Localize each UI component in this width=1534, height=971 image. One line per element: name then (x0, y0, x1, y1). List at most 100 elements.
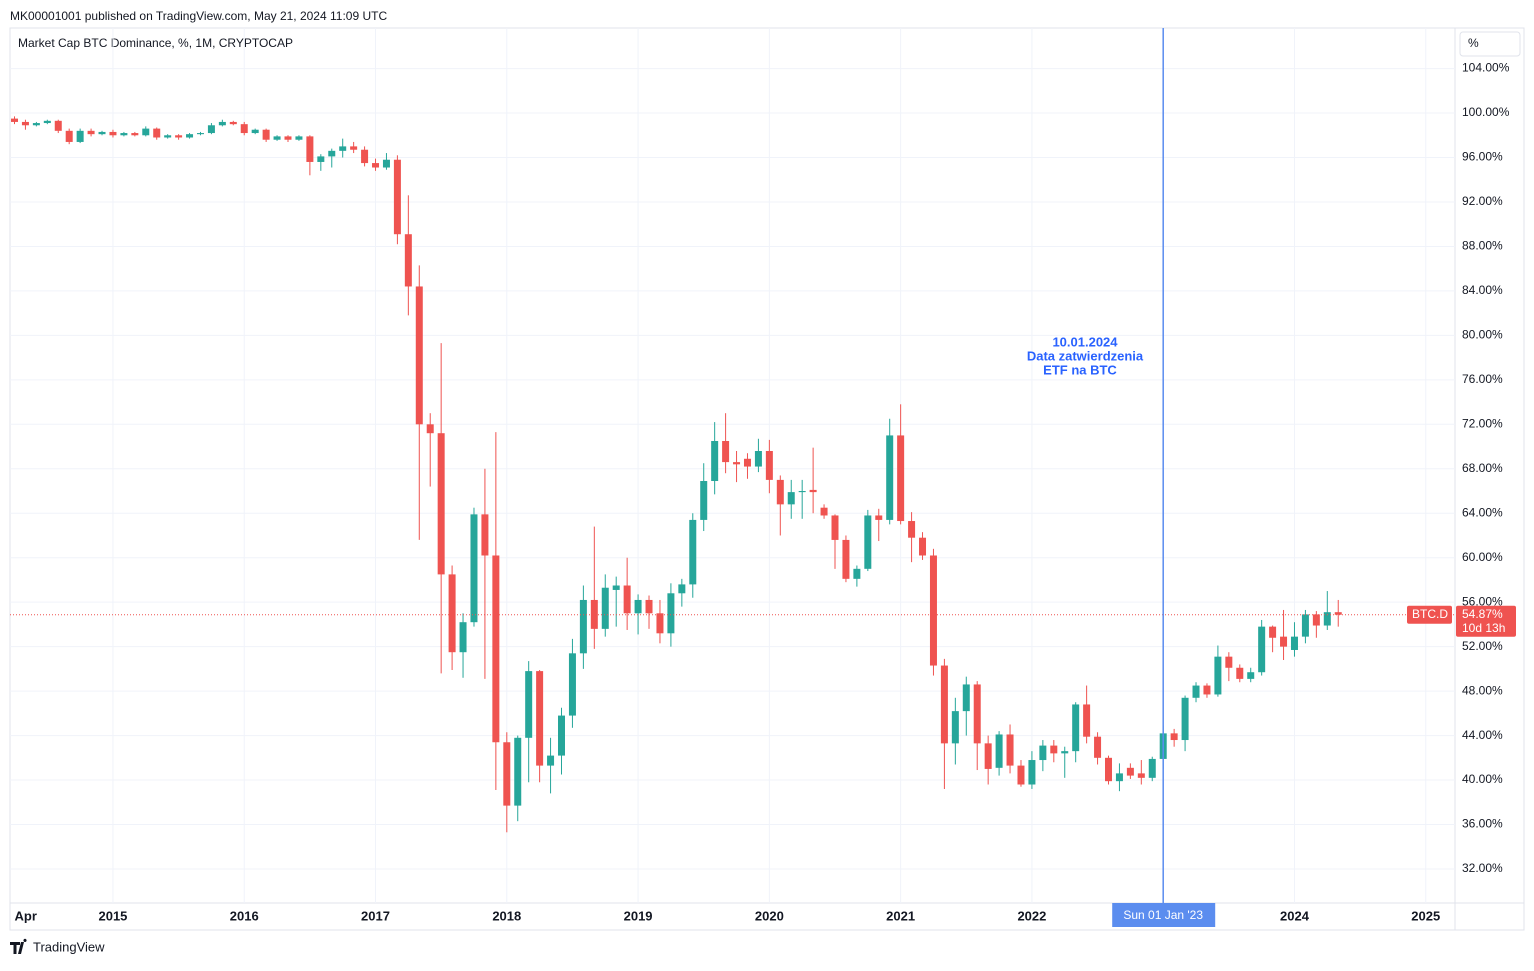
candle-body (328, 150, 336, 157)
candle-body (1137, 773, 1145, 778)
candle-body (689, 519, 697, 585)
logo-mark (10, 938, 27, 954)
candle-body (470, 514, 478, 623)
vline-label: Sun 01 Jan '23 (1123, 908, 1203, 922)
candle-body (886, 435, 894, 520)
candle-body (21, 121, 29, 126)
candle-body (393, 159, 401, 235)
candle-body (218, 121, 226, 126)
candle-body (1148, 758, 1156, 778)
candle-body (634, 599, 642, 614)
x-tick-label: 2021 (886, 908, 915, 923)
y-tick-label: 84.00% (1462, 283, 1503, 297)
candle-body (11, 118, 18, 122)
x-tick-label: 2017 (361, 908, 390, 923)
candle-body (678, 584, 686, 594)
candle-body (1181, 697, 1189, 741)
candle-body (295, 136, 303, 140)
y-tick-label: 76.00% (1462, 372, 1503, 386)
frame (9, 27, 1525, 931)
candle-body (973, 684, 981, 744)
candle-body (733, 462, 741, 465)
y-tick-label: 44.00% (1462, 728, 1503, 742)
candle-body (1115, 773, 1123, 782)
candle-body (1192, 685, 1200, 698)
candle-body (864, 515, 872, 569)
candle-body (98, 131, 106, 135)
y-tick-label: 68.00% (1462, 461, 1503, 475)
price-box (1456, 605, 1516, 637)
candle-body (1236, 667, 1244, 679)
annotation: 10.01.2024 (1052, 334, 1118, 349)
candle-body (995, 734, 1003, 768)
candle-body (1083, 704, 1091, 737)
candle-body (492, 555, 500, 743)
candle-body (809, 489, 817, 493)
candle-body (1312, 614, 1320, 626)
candle-body (262, 129, 270, 140)
candle-body (1105, 757, 1112, 782)
candle-body (372, 163, 380, 168)
annotation: Data zatwierdzenia (1027, 348, 1144, 363)
candle-body (306, 136, 314, 162)
x-tick-label: 2018 (492, 908, 521, 923)
candle-body (1334, 612, 1342, 615)
candle-body (875, 515, 883, 520)
candle-body (612, 585, 620, 590)
candle-body (1039, 745, 1047, 761)
grid (10, 28, 1455, 903)
candle-body (1225, 656, 1233, 668)
candle-body (929, 555, 937, 666)
candle-body (153, 128, 161, 138)
candle-body (1072, 704, 1080, 752)
candle-body (1017, 765, 1025, 785)
candle-body (831, 515, 839, 540)
price-countdown: 10d 13h (1462, 621, 1505, 635)
candle-body (700, 481, 708, 520)
candle-body (536, 671, 544, 766)
y-tick-label: 80.00% (1462, 328, 1503, 342)
x-tick-label: 2016 (230, 908, 259, 923)
candle-body (590, 599, 598, 629)
candle-body (437, 433, 445, 575)
candle-body (1280, 636, 1288, 647)
candle-body (1061, 751, 1069, 754)
candle-body (1301, 614, 1309, 637)
candle-body (142, 128, 150, 136)
scale-unit[interactable]: % (1468, 36, 1479, 50)
candle-body (940, 665, 948, 744)
candle-body (568, 653, 576, 716)
candle-body (1126, 767, 1134, 776)
y-tick-label: 72.00% (1462, 416, 1503, 430)
header: MK00001001 published on TradingView.com,… (10, 9, 387, 23)
candle-body (339, 146, 347, 151)
candle-body (1170, 733, 1178, 741)
y-tick-label: 48.00% (1462, 683, 1503, 697)
candle-body (65, 130, 73, 142)
candle-body (426, 424, 434, 434)
candle-body (601, 587, 609, 629)
candle-body (1006, 734, 1014, 766)
candle-body (1028, 760, 1036, 785)
y-tick-label: 100.00% (1462, 105, 1510, 119)
candle-body (667, 593, 675, 634)
candle-body (1323, 612, 1331, 626)
x-tick-label: Apr (15, 908, 37, 923)
scale-button[interactable] (1459, 31, 1521, 57)
candle-body (798, 491, 806, 493)
candle-body (43, 120, 51, 124)
candle-body (109, 131, 117, 136)
candle-body (547, 755, 555, 766)
candle-body (164, 135, 172, 138)
candle-body (76, 130, 84, 142)
candle-body (623, 585, 631, 614)
candle-body (897, 435, 905, 522)
candle-body (711, 440, 719, 482)
candle-body (175, 135, 183, 138)
y-tick-label: 52.00% (1462, 639, 1503, 653)
candle-body (317, 156, 325, 162)
x-tick-label: 2020 (755, 908, 784, 923)
candle-body (908, 521, 916, 538)
candle-body (787, 492, 795, 505)
